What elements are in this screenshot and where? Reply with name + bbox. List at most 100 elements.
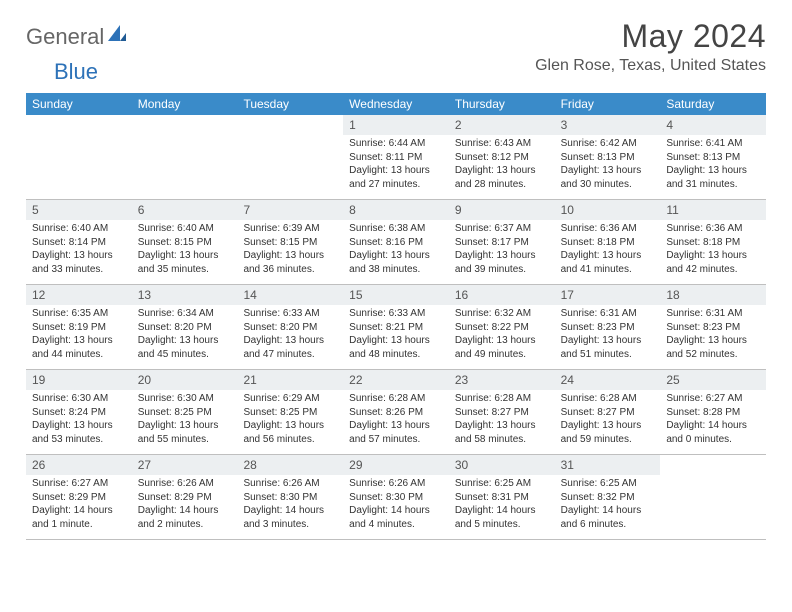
cell-body: Sunrise: 6:36 AMSunset: 8:18 PMDaylight:… — [660, 222, 766, 280]
sunrise-text: Sunrise: 6:28 AM — [455, 392, 549, 406]
day-number: 25 — [660, 370, 766, 390]
day-number: 17 — [555, 285, 661, 305]
sunset-text: Sunset: 8:18 PM — [666, 236, 760, 250]
daylight-text: Daylight: 14 hours and 6 minutes. — [561, 504, 655, 531]
day-number: 9 — [449, 200, 555, 220]
sunrise-text: Sunrise: 6:26 AM — [349, 477, 443, 491]
sunrise-text: Sunrise: 6:37 AM — [455, 222, 549, 236]
day-number: 15 — [343, 285, 449, 305]
calendar-cell: 3Sunrise: 6:42 AMSunset: 8:13 PMDaylight… — [555, 115, 661, 199]
day-number: 26 — [26, 455, 132, 475]
daylight-text: Daylight: 13 hours and 39 minutes. — [455, 249, 549, 276]
day-number: 24 — [555, 370, 661, 390]
sunrise-text: Sunrise: 6:33 AM — [243, 307, 337, 321]
calendar-cell: 30Sunrise: 6:25 AMSunset: 8:31 PMDayligh… — [449, 455, 555, 539]
sunrise-text: Sunrise: 6:26 AM — [243, 477, 337, 491]
sunset-text: Sunset: 8:23 PM — [666, 321, 760, 335]
page-subtitle: Glen Rose, Texas, United States — [535, 57, 766, 75]
sunrise-text: Sunrise: 6:44 AM — [349, 137, 443, 151]
logo-text-blue: Blue — [54, 59, 98, 85]
calendar-cell: 15Sunrise: 6:33 AMSunset: 8:21 PMDayligh… — [343, 285, 449, 369]
sunset-text: Sunset: 8:30 PM — [243, 491, 337, 505]
cell-body: Sunrise: 6:28 AMSunset: 8:26 PMDaylight:… — [343, 392, 449, 450]
day-number: 28 — [237, 455, 343, 475]
daylight-text: Daylight: 13 hours and 48 minutes. — [349, 334, 443, 361]
calendar-cell: 16Sunrise: 6:32 AMSunset: 8:22 PMDayligh… — [449, 285, 555, 369]
daylight-text: Daylight: 13 hours and 41 minutes. — [561, 249, 655, 276]
daylight-text: Daylight: 13 hours and 30 minutes. — [561, 164, 655, 191]
weekday-header: Sunday — [26, 93, 132, 115]
day-number: 7 — [237, 200, 343, 220]
weekday-header-row: Sunday Monday Tuesday Wednesday Thursday… — [26, 93, 766, 115]
sunset-text: Sunset: 8:15 PM — [243, 236, 337, 250]
cell-body: Sunrise: 6:25 AMSunset: 8:32 PMDaylight:… — [555, 477, 661, 535]
daylight-text: Daylight: 13 hours and 44 minutes. — [32, 334, 126, 361]
daylight-text: Daylight: 14 hours and 1 minute. — [32, 504, 126, 531]
day-number: 8 — [343, 200, 449, 220]
sunrise-text: Sunrise: 6:40 AM — [138, 222, 232, 236]
cell-body: Sunrise: 6:44 AMSunset: 8:11 PMDaylight:… — [343, 137, 449, 195]
calendar-week: 1Sunrise: 6:44 AMSunset: 8:11 PMDaylight… — [26, 115, 766, 200]
sunset-text: Sunset: 8:28 PM — [666, 406, 760, 420]
sunset-text: Sunset: 8:23 PM — [561, 321, 655, 335]
sunrise-text: Sunrise: 6:25 AM — [455, 477, 549, 491]
calendar-week: 12Sunrise: 6:35 AMSunset: 8:19 PMDayligh… — [26, 285, 766, 370]
calendar-cell: 31Sunrise: 6:25 AMSunset: 8:32 PMDayligh… — [555, 455, 661, 539]
sunset-text: Sunset: 8:27 PM — [455, 406, 549, 420]
sunset-text: Sunset: 8:15 PM — [138, 236, 232, 250]
daylight-text: Daylight: 13 hours and 33 minutes. — [32, 249, 126, 276]
sunrise-text: Sunrise: 6:41 AM — [666, 137, 760, 151]
day-number: 4 — [660, 115, 766, 135]
day-number: 5 — [26, 200, 132, 220]
day-number: 11 — [660, 200, 766, 220]
calendar-cell: 24Sunrise: 6:28 AMSunset: 8:27 PMDayligh… — [555, 370, 661, 454]
cell-body: Sunrise: 6:26 AMSunset: 8:30 PMDaylight:… — [237, 477, 343, 535]
cell-body: Sunrise: 6:37 AMSunset: 8:17 PMDaylight:… — [449, 222, 555, 280]
cell-body: Sunrise: 6:33 AMSunset: 8:20 PMDaylight:… — [237, 307, 343, 365]
daylight-text: Daylight: 14 hours and 3 minutes. — [243, 504, 337, 531]
sunrise-text: Sunrise: 6:26 AM — [138, 477, 232, 491]
calendar-cell: 20Sunrise: 6:30 AMSunset: 8:25 PMDayligh… — [132, 370, 238, 454]
day-number: 16 — [449, 285, 555, 305]
weekday-header: Friday — [555, 93, 661, 115]
cell-body: Sunrise: 6:27 AMSunset: 8:28 PMDaylight:… — [660, 392, 766, 450]
sunset-text: Sunset: 8:27 PM — [561, 406, 655, 420]
calendar-cell — [237, 115, 343, 199]
calendar-cell: 10Sunrise: 6:36 AMSunset: 8:18 PMDayligh… — [555, 200, 661, 284]
sunrise-text: Sunrise: 6:35 AM — [32, 307, 126, 321]
daylight-text: Daylight: 13 hours and 36 minutes. — [243, 249, 337, 276]
calendar-cell: 28Sunrise: 6:26 AMSunset: 8:30 PMDayligh… — [237, 455, 343, 539]
sunrise-text: Sunrise: 6:30 AM — [32, 392, 126, 406]
calendar-cell: 14Sunrise: 6:33 AMSunset: 8:20 PMDayligh… — [237, 285, 343, 369]
cell-body: Sunrise: 6:30 AMSunset: 8:24 PMDaylight:… — [26, 392, 132, 450]
day-number: 31 — [555, 455, 661, 475]
day-number: 29 — [343, 455, 449, 475]
sunset-text: Sunset: 8:14 PM — [32, 236, 126, 250]
cell-body: Sunrise: 6:29 AMSunset: 8:25 PMDaylight:… — [237, 392, 343, 450]
sunset-text: Sunset: 8:20 PM — [243, 321, 337, 335]
sunset-text: Sunset: 8:25 PM — [243, 406, 337, 420]
calendar-week: 19Sunrise: 6:30 AMSunset: 8:24 PMDayligh… — [26, 370, 766, 455]
sunrise-text: Sunrise: 6:30 AM — [138, 392, 232, 406]
logo-text-general: General — [26, 24, 104, 50]
calendar-cell: 19Sunrise: 6:30 AMSunset: 8:24 PMDayligh… — [26, 370, 132, 454]
day-number: 21 — [237, 370, 343, 390]
daylight-text: Daylight: 13 hours and 28 minutes. — [455, 164, 549, 191]
daylight-text: Daylight: 13 hours and 35 minutes. — [138, 249, 232, 276]
cell-body: Sunrise: 6:30 AMSunset: 8:25 PMDaylight:… — [132, 392, 238, 450]
sunrise-text: Sunrise: 6:36 AM — [561, 222, 655, 236]
sunset-text: Sunset: 8:26 PM — [349, 406, 443, 420]
cell-body: Sunrise: 6:36 AMSunset: 8:18 PMDaylight:… — [555, 222, 661, 280]
day-number: 20 — [132, 370, 238, 390]
sunrise-text: Sunrise: 6:33 AM — [349, 307, 443, 321]
daylight-text: Daylight: 13 hours and 58 minutes. — [455, 419, 549, 446]
calendar-cell: 27Sunrise: 6:26 AMSunset: 8:29 PMDayligh… — [132, 455, 238, 539]
daylight-text: Daylight: 13 hours and 51 minutes. — [561, 334, 655, 361]
day-number: 22 — [343, 370, 449, 390]
sunset-text: Sunset: 8:13 PM — [561, 151, 655, 165]
cell-body: Sunrise: 6:31 AMSunset: 8:23 PMDaylight:… — [660, 307, 766, 365]
cell-body: Sunrise: 6:39 AMSunset: 8:15 PMDaylight:… — [237, 222, 343, 280]
cell-body: Sunrise: 6:35 AMSunset: 8:19 PMDaylight:… — [26, 307, 132, 365]
cell-body: Sunrise: 6:41 AMSunset: 8:13 PMDaylight:… — [660, 137, 766, 195]
sunrise-text: Sunrise: 6:36 AM — [666, 222, 760, 236]
